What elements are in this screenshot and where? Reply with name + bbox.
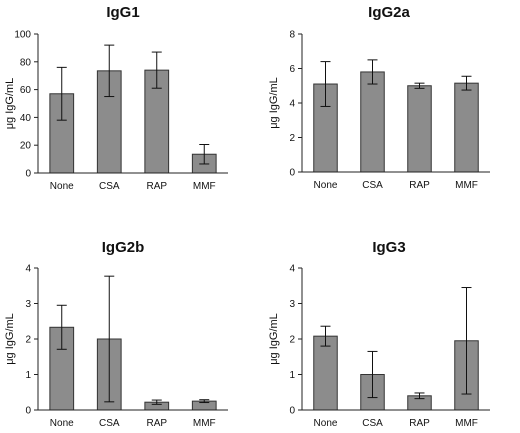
chart-title: IgG2a: [368, 4, 410, 21]
x-tick-label: None: [314, 180, 338, 191]
chart-title: IgG3: [372, 239, 405, 256]
y-tick-label: 1: [25, 370, 31, 381]
chart-panel-0: IgG1 μg IgG/mL None CSA RAP MMF 0 20 40 60 80 100: [4, 4, 228, 192]
chart-title: IgG2b: [102, 239, 145, 256]
x-tick-label: CSA: [99, 181, 120, 192]
chart-panel-1: IgG2a μg IgG/mL None CSA RAP MMF 0 2 4 6 8: [268, 4, 490, 191]
y-tick-label: 2: [25, 335, 31, 346]
x-tick-label: RAP: [409, 180, 430, 191]
y-tick-label: 80: [20, 57, 32, 68]
x-tick-label: RAP: [146, 181, 167, 192]
y-axis-label: μg IgG/mL: [268, 313, 280, 365]
x-tick-label: MMF: [193, 181, 216, 192]
y-tick-label: 0: [25, 406, 31, 417]
y-axis-label: μg IgG/mL: [4, 78, 16, 130]
y-tick-label: 6: [289, 64, 295, 75]
y-tick-label: 8: [289, 30, 295, 41]
bar-none: [313, 335, 338, 411]
x-tick-label: MMF: [455, 180, 478, 191]
y-axis-label: μg IgG/mL: [268, 77, 280, 129]
y-tick-label: 2: [289, 335, 295, 346]
chart-panel-2: IgG2b μg IgG/mL None CSA RAP MMF 0 1 2 3 4: [4, 239, 228, 429]
bar-csa: [360, 71, 385, 173]
chart-panel-3: IgG3 μg IgG/mL None CSA RAP MMF 0 1 2 3 4: [268, 239, 490, 429]
x-tick-label: None: [50, 181, 74, 192]
bar-rap: [407, 85, 432, 173]
chart-title: IgG1: [106, 4, 139, 21]
x-tick-label: CSA: [362, 418, 383, 429]
y-tick-label: 0: [289, 168, 295, 179]
y-tick-label: 4: [289, 264, 295, 275]
bar-mmf: [454, 82, 479, 173]
y-tick-label: 0: [25, 169, 31, 180]
y-tick-label: 100: [14, 30, 31, 41]
y-tick-label: 4: [289, 99, 295, 110]
x-tick-label: None: [50, 418, 74, 429]
x-tick-label: CSA: [99, 418, 120, 429]
y-tick-label: 20: [20, 141, 32, 152]
y-tick-label: 2: [289, 133, 295, 144]
y-tick-label: 0: [289, 406, 295, 417]
x-tick-label: CSA: [362, 180, 383, 191]
y-axis-label: μg IgG/mL: [4, 313, 16, 365]
x-tick-label: MMF: [455, 418, 478, 429]
y-tick-label: 40: [20, 113, 32, 124]
x-tick-label: RAP: [409, 418, 430, 429]
y-tick-label: 4: [25, 264, 31, 275]
x-tick-label: MMF: [193, 418, 216, 429]
y-tick-label: 3: [289, 299, 295, 310]
y-tick-label: 60: [20, 85, 32, 96]
x-tick-label: None: [314, 418, 338, 429]
x-tick-label: RAP: [146, 418, 167, 429]
y-tick-label: 3: [25, 299, 31, 310]
y-tick-label: 1: [289, 370, 295, 381]
